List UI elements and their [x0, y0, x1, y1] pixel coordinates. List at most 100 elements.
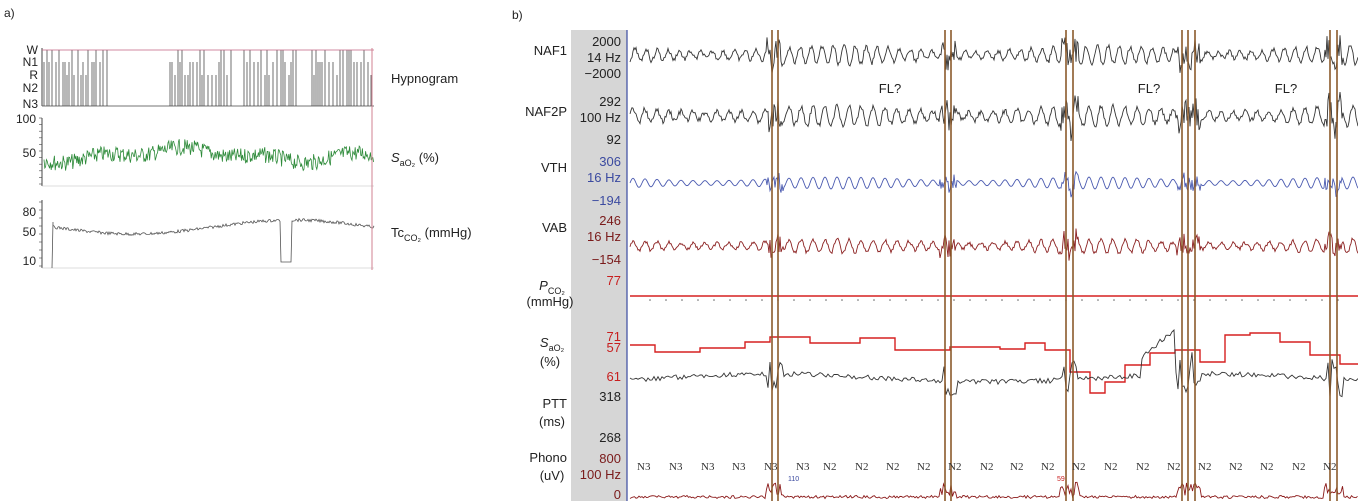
channel-scale-0-0: 2000 [592, 34, 621, 49]
pco2-sample-mark [1161, 299, 1163, 301]
channel-scale-7-1: 100 Hz [580, 467, 621, 482]
channel-scale-3-1: 16 Hz [587, 229, 621, 244]
channel-label-5: SaO₂ [540, 335, 565, 353]
channel-scale-5-1: 61 [607, 369, 621, 384]
pco2-sample-mark [985, 299, 987, 301]
pco2-sample-mark [1033, 299, 1035, 301]
flow-limitation-annotation: FL? [1138, 81, 1160, 96]
channel-scale-1-2: 92 [607, 132, 621, 147]
hypnogram-stage-n1: N1 [23, 55, 39, 69]
sleep-stage-label: N3 [701, 461, 715, 473]
sleep-stage-label: N2 [886, 461, 899, 473]
channel-scale-6-1: 268 [599, 430, 621, 445]
sleep-stage-label: N2 [855, 461, 868, 473]
panel-b-label: b) [512, 8, 523, 22]
channel-scale-2-0: 306 [599, 154, 621, 169]
hypnogram-stage-w: W [27, 43, 39, 57]
pco2-sample-mark [1305, 299, 1307, 301]
channel-label-ptt: PTT [542, 396, 567, 411]
vab-trace [629, 228, 1358, 261]
channel-unit-5: (%) [540, 354, 560, 369]
sao2-step-trace [630, 332, 1358, 394]
pco2-sample-mark [729, 299, 731, 301]
pco2-sample-mark [1081, 299, 1083, 301]
naf1-trace [629, 35, 1358, 74]
channel-scale-7-2: 0 [614, 487, 621, 501]
pco2-sample-mark [905, 299, 907, 301]
pco2-sample-mark [1113, 299, 1115, 301]
pco2-sample-mark [1145, 299, 1147, 301]
channel-scale-4-1: 57 [607, 340, 621, 355]
sleep-stage-label: N2 [1198, 461, 1211, 473]
pco2-sample-mark [1241, 299, 1243, 301]
channel-scale-1-1: 100 Hz [580, 110, 621, 125]
hypnogram-stage-n3: N3 [23, 97, 39, 111]
hypnogram-stage-r: R [29, 68, 38, 82]
channel-scale-7-0: 800 [599, 451, 621, 466]
pco2-sample-mark [1129, 299, 1131, 301]
sao2-tick-50: 50 [23, 146, 37, 160]
channel-scale-6-0: 318 [599, 389, 621, 404]
pco2-sample-mark [857, 299, 859, 301]
pco2-sample-mark [1257, 299, 1259, 301]
channel-label-naf1: NAF1 [534, 43, 567, 58]
tcco2-label: TcCO₂ (mmHg) [391, 225, 472, 243]
channel-label-vab: VAB [542, 220, 567, 235]
tcco2-plot: 80 50 10 TcCO₂ (mmHg) [23, 200, 472, 269]
sao2-plot: 100 50 SaO₂ (%) [16, 112, 439, 187]
tcco2-tick-10: 10 [23, 254, 37, 268]
ptt-trace [629, 328, 1358, 398]
sleep-stage-label: N3 [669, 461, 683, 473]
pco2-sample-mark [1225, 299, 1227, 301]
sleep-stage-label: N3 [732, 461, 746, 473]
pco2-sample-mark [1321, 299, 1323, 301]
channel-scale-3-2: −154 [592, 252, 621, 267]
sao2-label: SaO₂ (%) [391, 150, 439, 168]
pco2-sample-mark [1209, 299, 1211, 301]
sleep-stage-label: N2 [948, 461, 961, 473]
sleep-stage-label: N2 [1041, 461, 1054, 473]
pco2-sample-mark [713, 299, 715, 301]
pco2-sample-mark [681, 299, 683, 301]
flow-limitation-annotation: FL? [879, 81, 901, 96]
pco2-sample-mark [953, 299, 955, 301]
sleep-stage-label: N2 [823, 461, 836, 473]
pco2-sample-mark [921, 299, 923, 301]
pco2-sample-mark [745, 299, 747, 301]
sleep-stage-label: N2 [980, 461, 993, 473]
sleep-stage-label: N2 [1104, 461, 1117, 473]
pco2-sample-mark [1273, 299, 1275, 301]
channel-unit-6: (ms) [539, 414, 565, 429]
pco2-sample-mark [761, 299, 763, 301]
channel-label-naf2p: NAF2P [525, 104, 567, 119]
channel-unit-7: (uV) [540, 468, 565, 483]
channel-label-4: PCO₂ [539, 278, 565, 296]
pco2-sample-mark [969, 299, 971, 301]
channel-scale-4-0: 77 [607, 273, 621, 288]
pco2-sample-mark [697, 299, 699, 301]
pco2-sample-mark [1289, 299, 1291, 301]
panel-b: NAF1 NAF2P VTH VAB PCO₂(mmHg) SaO₂(%) PTT (ms) P… [525, 30, 1358, 501]
sleep-stage-label: N2 [917, 461, 930, 473]
pco2-sample-mark [1001, 299, 1003, 301]
pco2-sample-mark [793, 299, 795, 301]
pco2-sample-mark [809, 299, 811, 301]
pco2-sample-mark [665, 299, 667, 301]
sleep-stage-label: N2 [1229, 461, 1242, 473]
naf2p-trace [629, 91, 1358, 142]
event-small-number: 59 [1057, 476, 1065, 483]
sleep-stage-label: N2 [1323, 461, 1336, 473]
sao2-trace [43, 139, 374, 172]
flow-limitation-annotation: FL? [1275, 81, 1297, 96]
channel-label-phono: Phono [529, 450, 567, 465]
channel-scale-3-0: 246 [599, 213, 621, 228]
pco2-sample-mark [1049, 299, 1051, 301]
sleep-stage-label: N3 [764, 461, 778, 473]
hypnogram-stage-n2: N2 [23, 81, 39, 95]
hypnogram-label: Hypnogram [391, 71, 458, 86]
sleep-stage-label: N2 [1136, 461, 1149, 473]
pco2-sample-mark [1177, 299, 1179, 301]
